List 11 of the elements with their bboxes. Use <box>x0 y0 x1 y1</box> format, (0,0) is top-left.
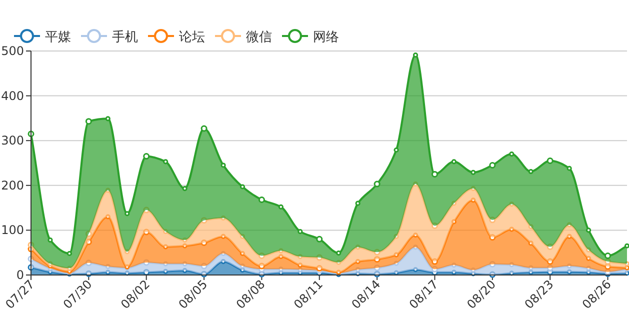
legend-label: 手机 <box>112 30 138 45</box>
y-tick-label: 0 <box>16 268 24 282</box>
y-tick-label: 200 <box>1 178 24 192</box>
legend-label: 平媒 <box>45 30 71 45</box>
y-tick-label: 100 <box>1 223 24 238</box>
legend-label: 微信 <box>246 30 272 45</box>
legend-label: 网络 <box>313 30 339 45</box>
legend-label: 论坛 <box>179 30 205 45</box>
y-tick-label: 300 <box>1 134 24 148</box>
y-tick-label: 500 <box>1 44 24 58</box>
y-tick-label: 400 <box>1 88 24 103</box>
